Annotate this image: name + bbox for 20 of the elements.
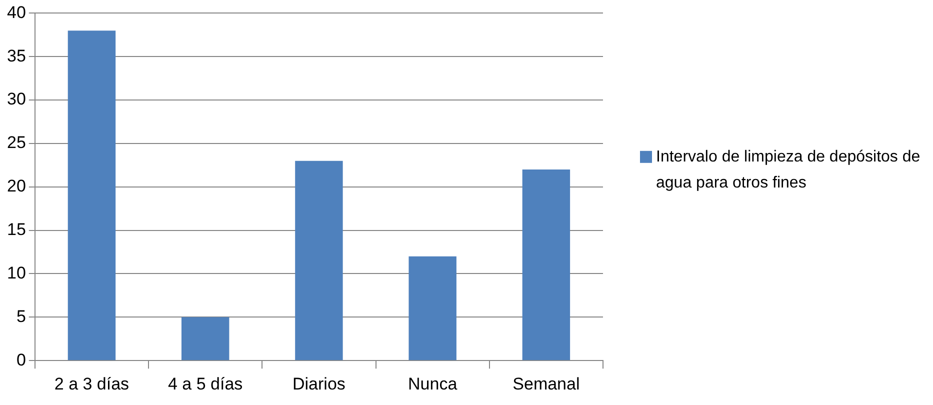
bar xyxy=(295,160,343,360)
y-tick-label: 0 xyxy=(16,350,26,370)
x-tick-label: 2 a 3 días xyxy=(54,374,130,394)
y-tick-label: 35 xyxy=(6,46,26,66)
bar xyxy=(522,170,570,360)
legend-label: Intervalo de limpieza de depósitos de agua para otros fines xyxy=(656,148,920,192)
y-tick-label: 25 xyxy=(6,133,26,152)
x-tick-label: Semanal xyxy=(512,374,580,394)
y-tick-label: 15 xyxy=(6,220,26,240)
y-tick-label: 30 xyxy=(6,90,26,109)
x-tick-label: Diarios xyxy=(292,374,346,394)
y-tick-label: 40 xyxy=(6,2,26,22)
y-tick-label: 10 xyxy=(6,263,26,282)
y-tick-label: 20 xyxy=(6,176,26,196)
x-tick-label: Nunca xyxy=(408,374,458,394)
bar xyxy=(408,256,456,360)
y-tick-label: 5 xyxy=(16,306,26,326)
x-tick-label: 4 a 5 días xyxy=(168,374,243,394)
bar xyxy=(68,30,116,360)
bar xyxy=(181,317,230,360)
